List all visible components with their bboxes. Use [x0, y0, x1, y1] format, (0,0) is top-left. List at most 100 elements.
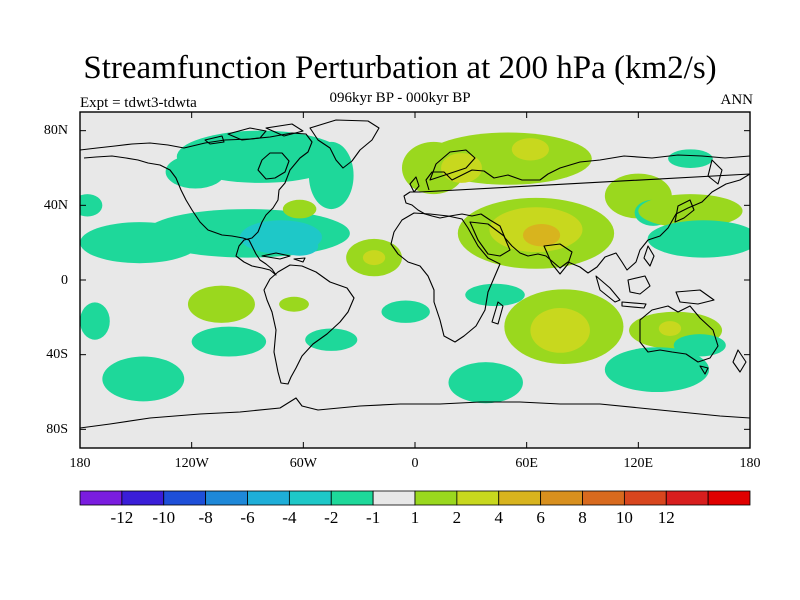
contour-blob — [165, 154, 226, 189]
lat-tick-80s: 80S — [46, 422, 68, 437]
colorbar-label: -10 — [152, 508, 176, 527]
coastline-borneo — [627, 275, 651, 295]
contour-blob — [279, 296, 309, 312]
colorbar-swatch — [665, 490, 709, 506]
contour-blob — [80, 222, 200, 264]
colorbar — [79, 490, 751, 506]
contour-blob — [187, 285, 255, 323]
coastline-india — [543, 243, 573, 275]
coastline-australia — [639, 305, 719, 363]
coastline-arctic-island-2 — [265, 123, 304, 137]
season-label: ANN — [720, 92, 754, 108]
coastline-kamchatka — [707, 159, 723, 185]
contour-blob — [658, 321, 682, 336]
lon-tick-180e: 180 — [739, 456, 761, 471]
contour-blob — [604, 347, 710, 392]
contour-blob — [102, 356, 185, 402]
coastline-hudson-bay — [257, 152, 290, 180]
lat-tick-40s: 40S — [46, 347, 68, 362]
colorbar-label: -4 — [282, 508, 297, 527]
lat-tick-80n: 80N — [43, 123, 68, 138]
contour-blob — [281, 237, 319, 256]
coastline-greenland — [309, 119, 380, 169]
colorbar-label: 8 — [578, 508, 587, 527]
plot-subtitle: 096kyr BP - 000kyr BP — [329, 90, 471, 106]
colorbar-swatch — [79, 490, 123, 506]
colorbar-swatch — [414, 490, 458, 506]
colorbar-label: 12 — [657, 508, 675, 527]
lon-tick-60w: 60W — [289, 456, 317, 471]
colorbar-swatch — [330, 490, 374, 506]
lat-tick-0: 0 — [61, 273, 68, 288]
colorbar-label: 2 — [452, 508, 462, 527]
contour-blob — [80, 194, 103, 217]
coastline-scandinavia — [429, 149, 476, 181]
lat-tick-40n: 40N — [43, 198, 68, 213]
contour-blob — [448, 362, 523, 404]
contour-blob — [647, 220, 750, 258]
contour-blob — [305, 328, 358, 351]
colorbar-label: 1 — [410, 508, 420, 527]
contour-blob — [522, 224, 561, 247]
contour-blob — [673, 334, 726, 357]
coastline-philippines — [643, 245, 655, 267]
contour-blob — [80, 302, 110, 340]
colorbar-swatch — [623, 490, 667, 506]
colorbar-label: -1 — [366, 508, 381, 527]
contour-blob — [530, 308, 590, 353]
colorbar-swatch — [163, 490, 207, 506]
coastline-japan — [674, 199, 695, 223]
colorbar-label: -8 — [198, 508, 213, 527]
coastline-arctic-island-1 — [227, 127, 267, 141]
coastline-new-zealand — [732, 349, 747, 373]
coastline-britain — [409, 176, 420, 193]
axis-ticks — [79, 112, 751, 448]
colorbar-swatch — [247, 490, 290, 506]
colorbar-swatch — [288, 490, 332, 506]
experiment-label: Expt = tdwt3-tdwta — [80, 95, 197, 111]
colorbar-swatch — [540, 490, 583, 506]
contour-fill-group — [80, 130, 750, 404]
colorbar-swatch — [498, 490, 542, 506]
contour-blob — [638, 194, 743, 228]
colorbar-swatch — [121, 490, 165, 506]
coastline-cuba — [261, 252, 291, 260]
contour-blob — [191, 326, 267, 357]
contour-blob — [465, 283, 525, 307]
colorbar-label: 10 — [615, 508, 633, 527]
contour-blob — [441, 153, 482, 183]
plot-title: Streamfunction Perturbation at 200 hPa (… — [83, 50, 717, 86]
coastline-arctic-island-3 — [204, 135, 225, 145]
coastlines — [80, 119, 750, 429]
contour-blob — [308, 141, 354, 210]
colorbar-swatch — [707, 490, 751, 506]
colorbar-swatch — [582, 490, 625, 506]
lon-tick-0: 0 — [411, 456, 419, 471]
coastline-new-guinea — [675, 289, 715, 305]
colorbar-label: 4 — [494, 508, 504, 527]
contour-blob — [362, 250, 386, 266]
colorbar-label: -6 — [240, 508, 255, 527]
lon-tick-180w: 180 — [69, 456, 91, 471]
coastline-antarctica — [80, 397, 750, 429]
coastline-sumatra — [595, 275, 621, 303]
contour-blob — [381, 300, 430, 323]
lon-tick-120e: 120E — [623, 456, 654, 471]
coastline-tasmania — [699, 365, 709, 375]
contour-blob — [668, 149, 713, 169]
contour-blob — [511, 138, 549, 161]
lon-tick-60e: 60E — [515, 456, 538, 471]
colorbar-swatch — [456, 490, 500, 506]
colorbar-label: 6 — [536, 508, 545, 527]
coastline-java — [621, 301, 647, 309]
coastline-south-america — [263, 264, 355, 385]
coastline-madagascar — [491, 301, 504, 325]
contour-blob — [282, 199, 317, 219]
coastline-arabia — [469, 221, 511, 257]
colorbar-label: -12 — [110, 508, 134, 527]
colorbar-swatch — [205, 490, 248, 506]
coastline-africa — [390, 212, 501, 343]
colorbar-swatch — [372, 490, 416, 506]
coastline-hispaniola — [293, 257, 306, 263]
